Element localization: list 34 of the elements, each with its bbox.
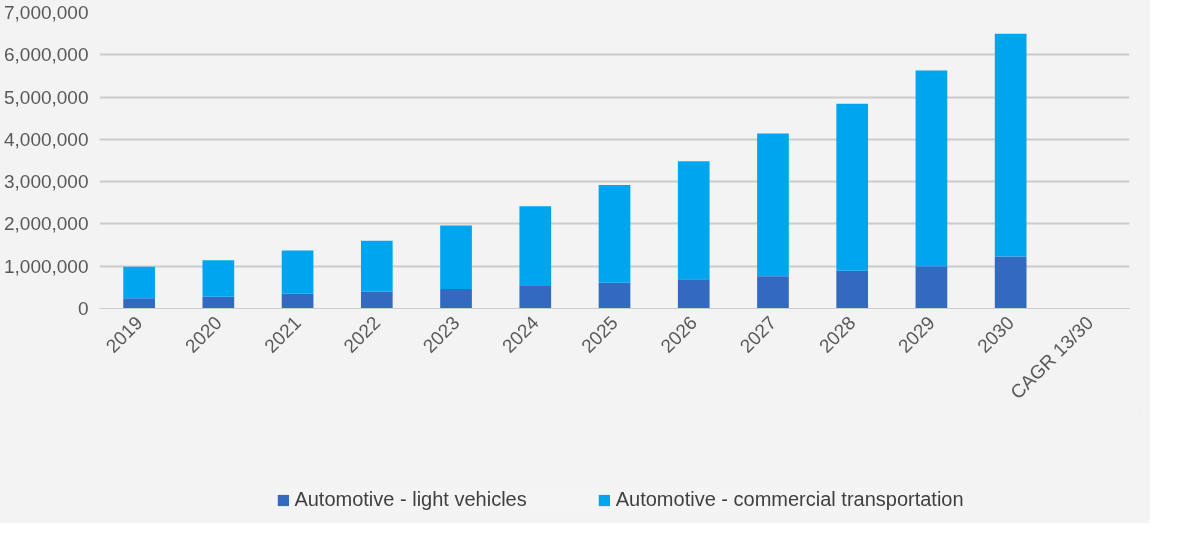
bar [757,276,789,309]
y-tick-label: 5,000,000 [3,86,89,108]
bar [202,296,235,309]
bar [440,289,472,309]
y-tick-label: 1,000,000 [3,255,89,277]
bar [123,298,155,309]
bar [519,206,552,287]
y-tick-label: 4,000,000 [3,128,89,150]
bar [360,240,393,292]
bar [281,293,314,309]
bar [202,260,235,297]
bar [836,270,869,309]
legend-label: Automotive - light vehicles [294,488,527,511]
y-tick-label: 3,000,000 [3,171,89,193]
bar [757,133,789,277]
bar [598,282,631,309]
bar [994,33,1027,257]
bar [994,256,1027,309]
bar [677,161,710,280]
bar [915,70,948,267]
bar [281,250,314,294]
bar [598,185,631,283]
y-tick-label: 2,000,000 [3,213,89,235]
bar [519,286,552,309]
bar [677,279,710,309]
legend-label: Automotive - commercial transportation [615,488,964,511]
y-tick-label: 0 [77,298,89,319]
bar [360,291,393,309]
bar [915,266,948,309]
y-tick-label: 7,000,000 [3,2,89,23]
bar [440,225,472,290]
y-tick-label: 6,000,000 [3,44,89,66]
bar [123,266,155,299]
bar [836,103,869,271]
